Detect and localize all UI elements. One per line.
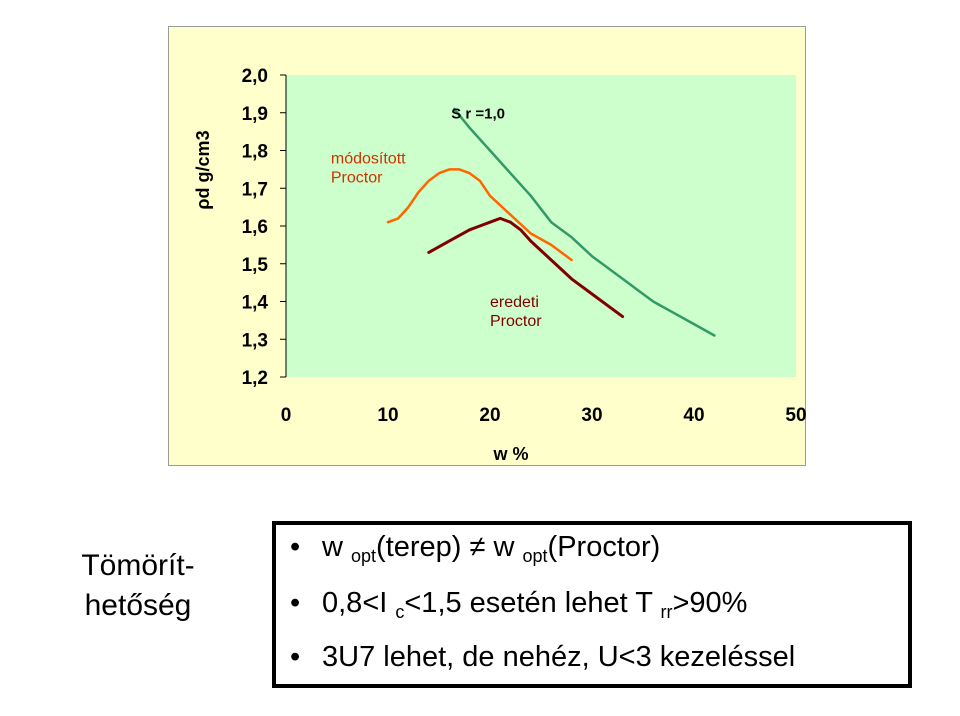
bullet-2-c: >90%: [672, 587, 748, 619]
side-label-line2: hetőség: [84, 589, 192, 622]
x-tick-label: 0: [281, 405, 292, 426]
x-tick-label: 20: [479, 405, 500, 426]
x-tick-label: 30: [581, 405, 602, 426]
plot-area: [286, 75, 796, 377]
modified-proctor-label-2: Proctor: [331, 170, 383, 187]
bullet-3-text: 3U7 lehet, de nehéz, U<3 kezeléssel: [322, 641, 796, 673]
not-equal-symbol: ≠: [469, 531, 486, 563]
bullet-dot-icon: •: [290, 587, 301, 619]
series-line-2: [386, 168, 573, 262]
y-tick-label: 1,7: [242, 179, 268, 200]
bullet-1-a: w: [322, 531, 351, 563]
bullet-row-2: • 0,8<I c<1,5 esetén lehet T rr>90%: [290, 587, 748, 622]
bullet-2-a-sub: c: [395, 602, 405, 622]
bullet-row-1: • w opt(terep) ≠ w opt(Proctor): [290, 531, 661, 566]
x-tick-label: 10: [377, 405, 398, 426]
bullet-row-3: • 3U7 lehet, de nehéz, U<3 kezeléssel: [290, 641, 795, 674]
side-label-line1: Tömörít-: [81, 549, 195, 582]
bullet-2-a: 0,8<I: [322, 587, 396, 619]
modified-proctor-label-1: módosított: [331, 151, 406, 168]
y-tick-label: 1,6: [242, 217, 268, 238]
bullet-1-d: (Proctor): [547, 531, 661, 563]
saturation-label: S r =1,0: [451, 105, 505, 122]
y-axis-title: ρd g/cm3: [193, 130, 213, 209]
y-tick-label: 2,0: [242, 66, 268, 87]
series-line-3: [427, 216, 625, 319]
bullet-2-b-sub: rr: [660, 602, 673, 622]
bullet-dot-icon: •: [290, 531, 301, 563]
bullet-dot-icon: •: [290, 641, 301, 673]
y-tick-label: 1,8: [242, 142, 268, 163]
x-tick-label: 50: [785, 405, 806, 426]
series-line-1: [453, 107, 716, 337]
x-axis-title: w %: [492, 444, 528, 464]
y-tick-label: 1,5: [242, 255, 269, 276]
chart-panel: 2,0 1,9 1,8 1,7 1,6 1,5 1,4 1,3 1,2 0 10 20 30 40 50 w …: [168, 26, 807, 466]
original-proctor-label-1: eredeti: [490, 294, 539, 311]
y-tick-label: 1,9: [242, 104, 268, 125]
bullet-1-c-sub: opt: [522, 546, 548, 566]
y-tick-label: 1,2: [242, 368, 268, 389]
side-label: Tömörít- hetőség: [48, 546, 228, 676]
y-tick-label: 1,4: [242, 293, 269, 314]
bullet-1-a-sub: opt: [351, 546, 377, 566]
chart-svg: 2,0 1,9 1,8 1,7 1,6 1,5 1,4 1,3 1,2 0 10 20 30 40 50 w …: [193, 66, 807, 464]
y-tick-label: 1,3: [242, 330, 268, 351]
original-proctor-label-2: Proctor: [490, 313, 542, 330]
x-tick-label: 40: [683, 405, 704, 426]
bullet-2-b: <1,5 esetén lehet T: [404, 587, 661, 619]
bullet-1-c: w: [485, 531, 523, 563]
bullet-1-b: (terep): [376, 531, 470, 563]
bullet-box: • w opt(terep) ≠ w opt(Proctor) • 0,8<I c<…: [272, 521, 912, 688]
